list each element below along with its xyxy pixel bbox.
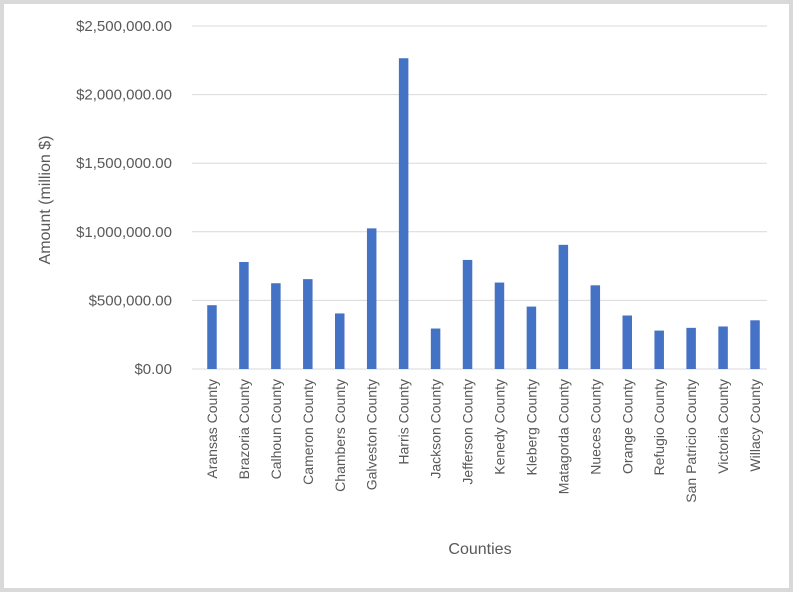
bar [207,305,217,369]
bar [366,228,377,369]
y-tick-label: $500,000.00 [89,292,172,309]
bar [335,313,345,369]
x-tick-label: Matagorda County [555,379,571,494]
x-tick-label: Calhoun County [268,379,284,479]
x-tick-label: Harris County [396,379,412,465]
x-tick-label: Victoria County [715,379,731,474]
bar [750,320,760,369]
bar [239,261,249,369]
x-tick-label: Jefferson County [460,379,476,485]
x-tick-label: Kenedy County [491,379,507,475]
y-tick-label: $1,500,000.00 [76,155,172,172]
bar [622,315,632,369]
x-tick-label: Brazoria County [236,379,252,479]
x-tick-label: Refugio County [651,379,667,476]
x-tick-label: Cameron County [300,379,316,485]
x-axis-title: Counties [448,541,511,558]
x-tick-label: San Patricio County [683,379,699,503]
bars [207,58,760,369]
x-tick-label: Willacy County [747,379,763,472]
y-axis-tick-labels: $0.00 $500,000.00 $1,000,000.00 $1,500,000.… [76,18,172,378]
bar [526,306,537,369]
x-tick-label: Kleberg County [523,379,539,476]
x-tick-label: Orange County [619,379,635,474]
y-tick-label: $2,000,000.00 [76,87,172,104]
y-tick-label: $1,000,000.00 [76,224,172,241]
x-axis-tick-labels: Aransas County Brazoria County Calhoun Cou… [204,379,763,503]
bar [271,283,281,369]
x-tick-label: Nueces County [587,379,603,475]
x-tick-label: Galveston County [364,379,380,490]
x-tick-label: Chambers County [332,379,348,492]
bar [686,327,696,369]
x-tick-label: Aransas County [204,379,220,479]
bar [398,58,409,369]
bar [654,330,664,369]
bar [558,244,569,369]
x-tick-label: Jackson County [428,379,444,479]
bar [462,259,473,369]
gridlines [192,25,767,370]
bar [303,279,313,369]
bar [494,282,505,369]
bar [590,285,601,369]
bar [718,326,728,369]
y-tick-label: $2,500,000.00 [76,18,172,35]
y-axis-title: Amount (million $) [37,136,54,265]
bar [430,328,441,369]
y-tick-label: $0.00 [134,361,172,378]
